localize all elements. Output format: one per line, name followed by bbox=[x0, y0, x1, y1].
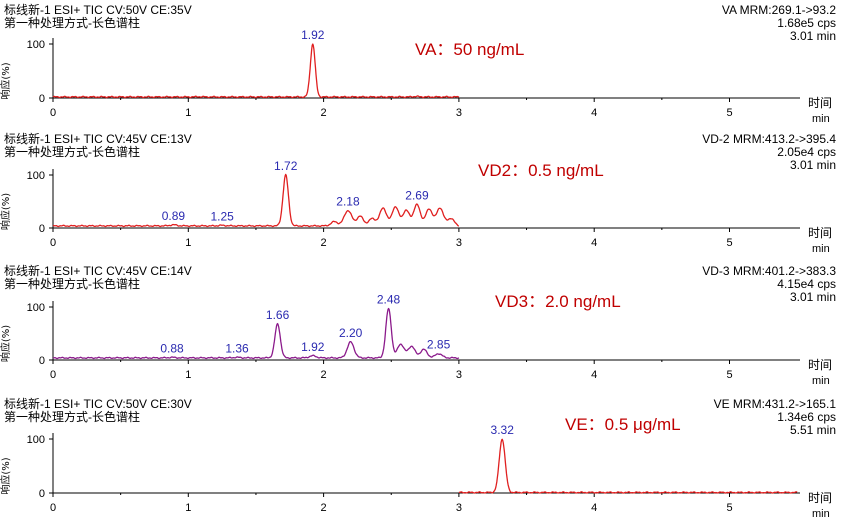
panel-2-y-axis-title: 响应(%) bbox=[0, 193, 12, 230]
panel-4-x-tick-label: 2 bbox=[321, 502, 327, 514]
panel-3-y-axis-title: 响应(%) bbox=[0, 325, 12, 362]
panel-2-trace bbox=[52, 173, 460, 228]
panel-3-x-tick-label: 0 bbox=[50, 369, 56, 381]
panel-3-x-tick-label: 3 bbox=[456, 369, 462, 381]
panel-3-peak-label: 0.88 bbox=[160, 341, 184, 355]
panel-2-x-tick-label: 3 bbox=[456, 237, 462, 249]
panel-2-header-right: VD-2 MRM:413.2->395.4 2.05e4 cps 3.01 mi… bbox=[702, 133, 836, 172]
panel-4-intensity: 1.34e6 cps bbox=[777, 410, 836, 424]
panel-3-x-tick-label: 5 bbox=[726, 369, 732, 381]
panel-1-x-tick-label: 1 bbox=[185, 107, 191, 119]
panel-1-header-right: VA MRM:269.1->93.2 1.68e5 cps 3.01 min bbox=[722, 4, 836, 43]
panel-2-x-tick-label: 4 bbox=[591, 237, 597, 249]
panel-4-x-tick-label: 1 bbox=[185, 502, 191, 514]
panel-3-header-left: 标线新-1 ESI+ TIC CV:45V CE:14V 第一种处理方式-长色谱… bbox=[4, 265, 192, 291]
panel-3-peak-label: 2.48 bbox=[377, 293, 401, 307]
panel-2-intensity: 2.05e4 cps bbox=[777, 145, 836, 159]
panel-3-x-tick-label: 2 bbox=[321, 369, 327, 381]
panel-2-peak-label: 2.18 bbox=[336, 195, 360, 209]
panel-1-y-tick-label: 0 bbox=[39, 93, 45, 105]
panel-2-x-tick-label: 5 bbox=[726, 237, 732, 249]
panel-3-peak-label: 2.20 bbox=[339, 326, 363, 340]
panel-3-peak-label: 1.36 bbox=[225, 341, 249, 355]
panel-2-method-line: 标线新-1 ESI+ TIC CV:45V CE:13V bbox=[4, 132, 192, 146]
panel-4-sample-line: 第一种处理方式-长色谱柱 bbox=[4, 410, 140, 424]
panel-1-x-axis-title: 时间 bbox=[808, 96, 832, 110]
panel-3-peak-label: 1.92 bbox=[301, 340, 325, 354]
panel-1-header-left: 标线新-1 ESI+ TIC CV:50V CE:35V 第一种处理方式-长色谱… bbox=[4, 4, 192, 30]
panel-3-intensity: 4.15e4 cps bbox=[777, 277, 836, 291]
panel-4-x-tick-label: 4 bbox=[591, 502, 597, 514]
panel-2-y-tick-label: 0 bbox=[39, 223, 45, 235]
panel-1-x-tick-label: 2 bbox=[321, 107, 327, 119]
panel-2-rt: 3.01 min bbox=[789, 158, 836, 172]
panel-4-x-tick-label: 5 bbox=[726, 502, 732, 514]
panel-3-rt: 3.01 min bbox=[789, 290, 836, 304]
panel-4-annotation: VE：0.5 μg/mL bbox=[565, 415, 681, 434]
panel-4-x-tick-label: 0 bbox=[50, 502, 56, 514]
panel-3-trace bbox=[52, 307, 460, 360]
panel-3-x-tick-label: 4 bbox=[591, 369, 597, 381]
panel-4-method-line: 标线新-1 ESI+ TIC CV:50V CE:30V bbox=[4, 397, 192, 411]
panel-3-x-axis-title: 时间 bbox=[808, 358, 832, 372]
panel-3-y-tick-label: 0 bbox=[39, 355, 45, 367]
panel-3-x-tick-label: 1 bbox=[185, 369, 191, 381]
panel-1-peak-label: 1.92 bbox=[301, 28, 325, 42]
panel-4-x-axis-title: 时间 bbox=[808, 491, 832, 505]
panel-1-trace bbox=[52, 43, 460, 99]
panel-1-annotation: VA：50 ng/mL bbox=[415, 40, 525, 59]
panel-3-annotation: VD3：2.0 ng/mL bbox=[495, 292, 621, 311]
panel-4-rt: 5.51 min bbox=[789, 423, 836, 437]
panel-4-x-tick-label: 3 bbox=[456, 502, 462, 514]
panel-2-sample-line: 第一种处理方式-长色谱柱 bbox=[4, 145, 140, 159]
panel-2-x-tick-label: 1 bbox=[185, 237, 191, 249]
panel-4-peak-label: 3.32 bbox=[491, 423, 515, 437]
panel-1-rt: 3.01 min bbox=[789, 29, 836, 43]
panel-2-y-tick-label: 100 bbox=[27, 170, 45, 182]
panel-3-y-tick-label: 100 bbox=[27, 302, 45, 314]
panel-2-peak-label: 1.25 bbox=[210, 209, 234, 223]
panel-3-peak-label: 1.66 bbox=[266, 308, 290, 322]
panel-3-peak-label: 2.85 bbox=[427, 338, 451, 352]
panel-3-mrm-line: VD-3 MRM:401.2->383.3 bbox=[702, 264, 836, 278]
panel-4-mrm-line: VE MRM:431.2->165.1 bbox=[713, 397, 836, 411]
panel-1-intensity: 1.68e5 cps bbox=[777, 16, 836, 30]
panel-1-x-axis-unit: min bbox=[812, 113, 830, 125]
panel-1-sample-line: 第一种处理方式-长色谱柱 bbox=[4, 16, 140, 30]
panel-1-x-tick-label: 5 bbox=[726, 107, 732, 119]
panel-4-trace bbox=[458, 438, 798, 494]
panel-2-header-left: 标线新-1 ESI+ TIC CV:45V CE:13V 第一种处理方式-长色谱… bbox=[4, 133, 192, 159]
panel-2-x-axis-title: 时间 bbox=[808, 226, 832, 240]
panel-1-y-axis-title: 响应(%) bbox=[0, 62, 12, 99]
panel-2-x-axis-unit: min bbox=[812, 243, 830, 255]
panel-2-peak-label: 2.69 bbox=[405, 189, 429, 203]
panel-1-x-tick-label: 4 bbox=[591, 107, 597, 119]
panel-4-y-tick-label: 100 bbox=[27, 434, 45, 446]
panel-4-y-axis-title: 响应(%) bbox=[0, 457, 12, 494]
panel-3-x-axis-unit: min bbox=[812, 375, 830, 387]
panel-2-peak-label: 1.72 bbox=[274, 159, 298, 173]
panel-1-mrm-line: VA MRM:269.1->93.2 bbox=[721, 3, 836, 17]
panel-3-header-right: VD-3 MRM:401.2->383.3 4.15e4 cps 3.01 mi… bbox=[702, 265, 836, 304]
panel-1-x-tick-label: 3 bbox=[456, 107, 462, 119]
panel-3-sample-line: 第一种处理方式-长色谱柱 bbox=[4, 277, 140, 291]
panel-1-y-tick-label: 100 bbox=[27, 39, 45, 51]
panel-2-mrm-line: VD-2 MRM:413.2->395.4 bbox=[702, 132, 836, 146]
panel-2-annotation: VD2：0.5 ng/mL bbox=[478, 161, 604, 180]
panel-1-method-line: 标线新-1 ESI+ TIC CV:50V CE:35V bbox=[4, 3, 192, 17]
panel-2-x-tick-label: 2 bbox=[321, 237, 327, 249]
panel-1-x-tick-label: 0 bbox=[50, 107, 56, 119]
panel-4-header-left: 标线新-1 ESI+ TIC CV:50V CE:30V 第一种处理方式-长色谱… bbox=[4, 398, 192, 424]
panel-4-y-tick-label: 0 bbox=[39, 488, 45, 500]
panel-4-header-right: VE MRM:431.2->165.1 1.34e6 cps 5.51 min bbox=[714, 398, 836, 437]
panel-2-peak-label: 0.89 bbox=[162, 209, 186, 223]
panel-3-method-line: 标线新-1 ESI+ TIC CV:45V CE:14V bbox=[4, 264, 192, 278]
panel-2-x-tick-label: 0 bbox=[50, 237, 56, 249]
panel-4-x-axis-unit: min bbox=[812, 508, 830, 520]
